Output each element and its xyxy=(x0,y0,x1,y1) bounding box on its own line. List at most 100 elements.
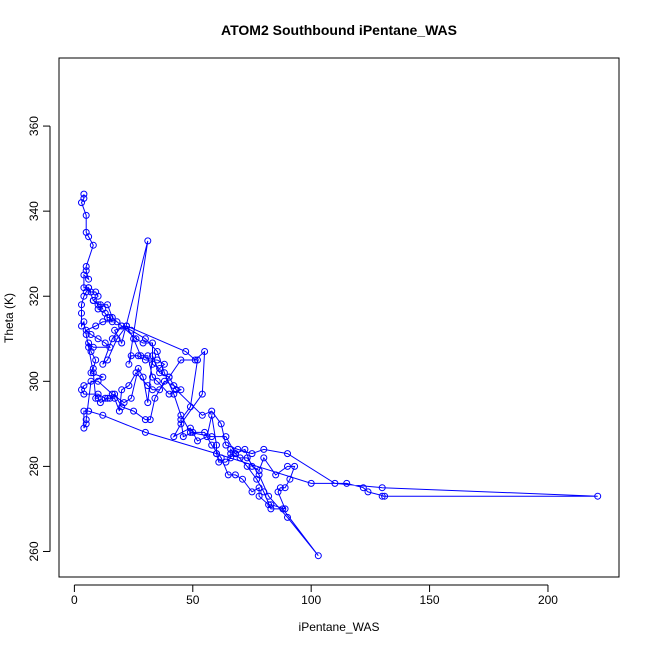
y-axis: 260 280 300 320 340 360 xyxy=(27,116,51,561)
data-point xyxy=(165,390,173,398)
data-point xyxy=(134,352,142,360)
data-point xyxy=(594,492,602,500)
x-tick-label: 100 xyxy=(301,593,321,607)
data-point xyxy=(149,360,156,368)
data-point xyxy=(160,369,168,377)
data-point xyxy=(224,471,232,479)
data-point xyxy=(243,462,251,470)
data-point xyxy=(132,335,140,343)
data-point xyxy=(227,445,235,453)
data-point xyxy=(160,360,168,368)
data-point xyxy=(127,352,135,360)
data-point xyxy=(144,237,152,245)
data-point xyxy=(139,373,147,381)
data-point xyxy=(80,190,88,198)
data-point xyxy=(127,326,135,334)
data-point xyxy=(231,450,239,458)
data-point xyxy=(198,411,206,419)
data-point xyxy=(286,475,294,483)
data-point xyxy=(82,420,90,428)
data-point xyxy=(236,454,244,462)
data-point xyxy=(217,420,225,428)
y-tick-label: 320 xyxy=(27,286,41,306)
x-tick-label: 50 xyxy=(186,593,200,607)
data-point xyxy=(89,343,97,351)
y-axis-label: Theta (K) xyxy=(2,293,16,343)
data-point xyxy=(104,301,111,309)
data-point xyxy=(177,411,185,419)
data-point xyxy=(241,445,249,453)
data-point xyxy=(177,420,185,428)
data-point xyxy=(307,479,315,487)
data-point xyxy=(222,433,230,441)
data-point xyxy=(141,428,149,436)
data-point xyxy=(132,369,140,377)
data-point xyxy=(182,348,190,355)
data-point xyxy=(151,394,159,402)
data-point xyxy=(92,356,100,364)
data-point xyxy=(208,441,216,449)
data-point xyxy=(149,373,156,381)
data-point xyxy=(94,301,102,309)
data-point xyxy=(222,441,230,449)
data-point xyxy=(82,263,90,270)
data-point xyxy=(153,348,161,355)
x-axis-label: iPentane_WAS xyxy=(299,620,380,634)
data-point xyxy=(108,390,116,398)
data-point xyxy=(118,339,126,347)
data-point xyxy=(279,505,287,513)
data-point xyxy=(94,377,102,385)
data-point xyxy=(106,343,114,351)
data-point xyxy=(94,292,102,300)
data-point xyxy=(177,416,185,424)
data-point xyxy=(255,484,263,492)
data-point xyxy=(272,471,280,479)
data-point xyxy=(82,331,90,338)
data-point xyxy=(104,314,111,321)
data-point xyxy=(208,411,216,419)
data-point xyxy=(94,335,102,343)
plot-area xyxy=(58,57,620,578)
data-point xyxy=(189,428,197,436)
data-point xyxy=(85,284,93,292)
data-point xyxy=(284,462,291,470)
data-point xyxy=(94,394,102,402)
data-point xyxy=(239,475,246,483)
data-point xyxy=(104,356,111,364)
data-point xyxy=(208,433,216,441)
data-point xyxy=(108,314,116,321)
data-point xyxy=(78,322,85,330)
data-point xyxy=(99,318,107,326)
data-point xyxy=(139,339,147,347)
data-point xyxy=(101,394,109,402)
data-point xyxy=(260,488,268,496)
data-point xyxy=(80,424,88,432)
data-point xyxy=(364,488,372,496)
x-tick-label: 0 xyxy=(71,593,78,607)
data-point xyxy=(227,450,235,458)
data-point xyxy=(125,382,133,390)
data-point xyxy=(208,407,216,415)
data-point xyxy=(248,450,256,458)
data-point xyxy=(265,492,273,500)
data-point xyxy=(78,309,85,317)
data-point xyxy=(85,339,93,347)
data-point xyxy=(227,454,235,462)
data-point xyxy=(153,356,161,364)
data-point xyxy=(213,441,220,449)
y-tick-label: 280 xyxy=(27,456,41,476)
data-point xyxy=(198,390,206,398)
data-point xyxy=(201,428,209,436)
data-point xyxy=(111,326,119,334)
data-point xyxy=(118,322,126,330)
data-point xyxy=(111,390,119,398)
data-point xyxy=(80,407,88,415)
data-point xyxy=(87,377,95,385)
data-point xyxy=(191,356,199,364)
data-point xyxy=(314,552,322,560)
data-point xyxy=(108,318,116,326)
data-point xyxy=(177,356,185,364)
data-point xyxy=(85,233,93,241)
data-point xyxy=(120,399,128,407)
